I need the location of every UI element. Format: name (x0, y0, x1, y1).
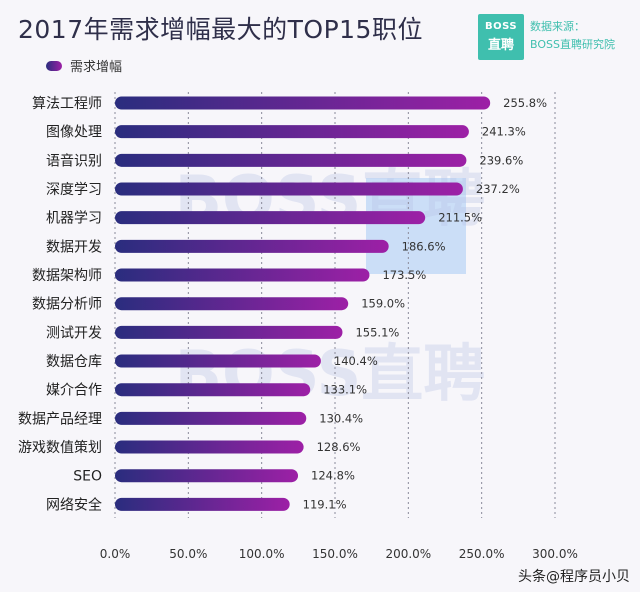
bar (115, 411, 307, 425)
value-label: 133.1% (323, 383, 367, 397)
x-tick-label: 250.0% (459, 547, 505, 561)
value-label: 155.1% (355, 325, 399, 339)
category-label: 测试开发 (46, 325, 102, 341)
x-tick-label: 150.0% (312, 547, 358, 561)
category-label: 数据开发 (46, 239, 102, 255)
value-label: 140.4% (334, 354, 378, 368)
bar (115, 182, 463, 196)
value-label: 119.1% (303, 497, 347, 511)
value-label: 237.2% (476, 182, 520, 196)
x-tick-label: 200.0% (385, 547, 431, 561)
source-line1: 数据来源： (530, 20, 585, 33)
category-label: 算法工程师 (32, 96, 102, 112)
value-label: 241.3% (482, 125, 526, 139)
value-label: 186.6% (402, 239, 446, 253)
footer-credit: 头条@程序员小贝 (518, 569, 630, 585)
bar (115, 354, 321, 368)
value-label: 173.5% (382, 268, 426, 282)
category-label: 图像处理 (46, 125, 102, 141)
category-label: 机器学习 (46, 211, 102, 227)
x-tick-label: 300.0% (532, 547, 578, 561)
logo-line2: 直聘 (487, 38, 514, 53)
bar (115, 383, 311, 397)
bar (115, 211, 426, 225)
x-tick-label: 100.0% (239, 547, 285, 561)
source-line2: BOSS直聘研究院 (530, 38, 615, 51)
legend-swatch (46, 60, 62, 71)
category-label: 数据产品经理 (18, 411, 102, 427)
bar (115, 325, 343, 339)
chart-title: 2017年需求增幅最大的TOP15职位 (18, 15, 423, 44)
value-label: 124.8% (311, 469, 355, 483)
category-label: 数据仓库 (46, 354, 102, 370)
legend-label: 需求增幅 (70, 60, 123, 75)
value-label: 130.4% (319, 411, 363, 425)
data-source: 数据来源： BOSS直聘研究院 (530, 18, 615, 54)
logo-line1: BOSS (484, 21, 518, 32)
bar (115, 497, 290, 511)
value-label: 239.6% (479, 153, 523, 167)
value-label: 211.5% (438, 211, 482, 225)
bar (115, 440, 304, 454)
category-label: 网络安全 (46, 496, 102, 513)
boss-logo: BOSS 直聘 (478, 14, 524, 60)
bar (115, 239, 389, 253)
x-tick-label: 50.0% (169, 547, 207, 561)
bar (115, 96, 491, 110)
category-label: 数据分析师 (32, 297, 102, 313)
category-label: SEO (73, 469, 102, 485)
bar (115, 125, 469, 139)
bar (115, 297, 349, 311)
value-label: 255.8% (503, 96, 547, 110)
value-label: 128.6% (317, 440, 361, 454)
value-label: 159.0% (361, 297, 405, 311)
category-label: 语音识别 (46, 152, 102, 169)
category-label: 数据架构师 (32, 268, 102, 284)
bar (115, 268, 370, 282)
x-tick-label: 0.0% (100, 547, 131, 561)
legend: 需求增幅 (46, 56, 122, 75)
category-label: 媒介合作 (46, 383, 102, 399)
bar (115, 153, 467, 167)
category-label: 游戏数值策划 (18, 439, 102, 456)
category-label: 深度学习 (46, 182, 102, 198)
watermark-text: BOSS直聘 (175, 337, 486, 410)
bar (115, 469, 299, 483)
